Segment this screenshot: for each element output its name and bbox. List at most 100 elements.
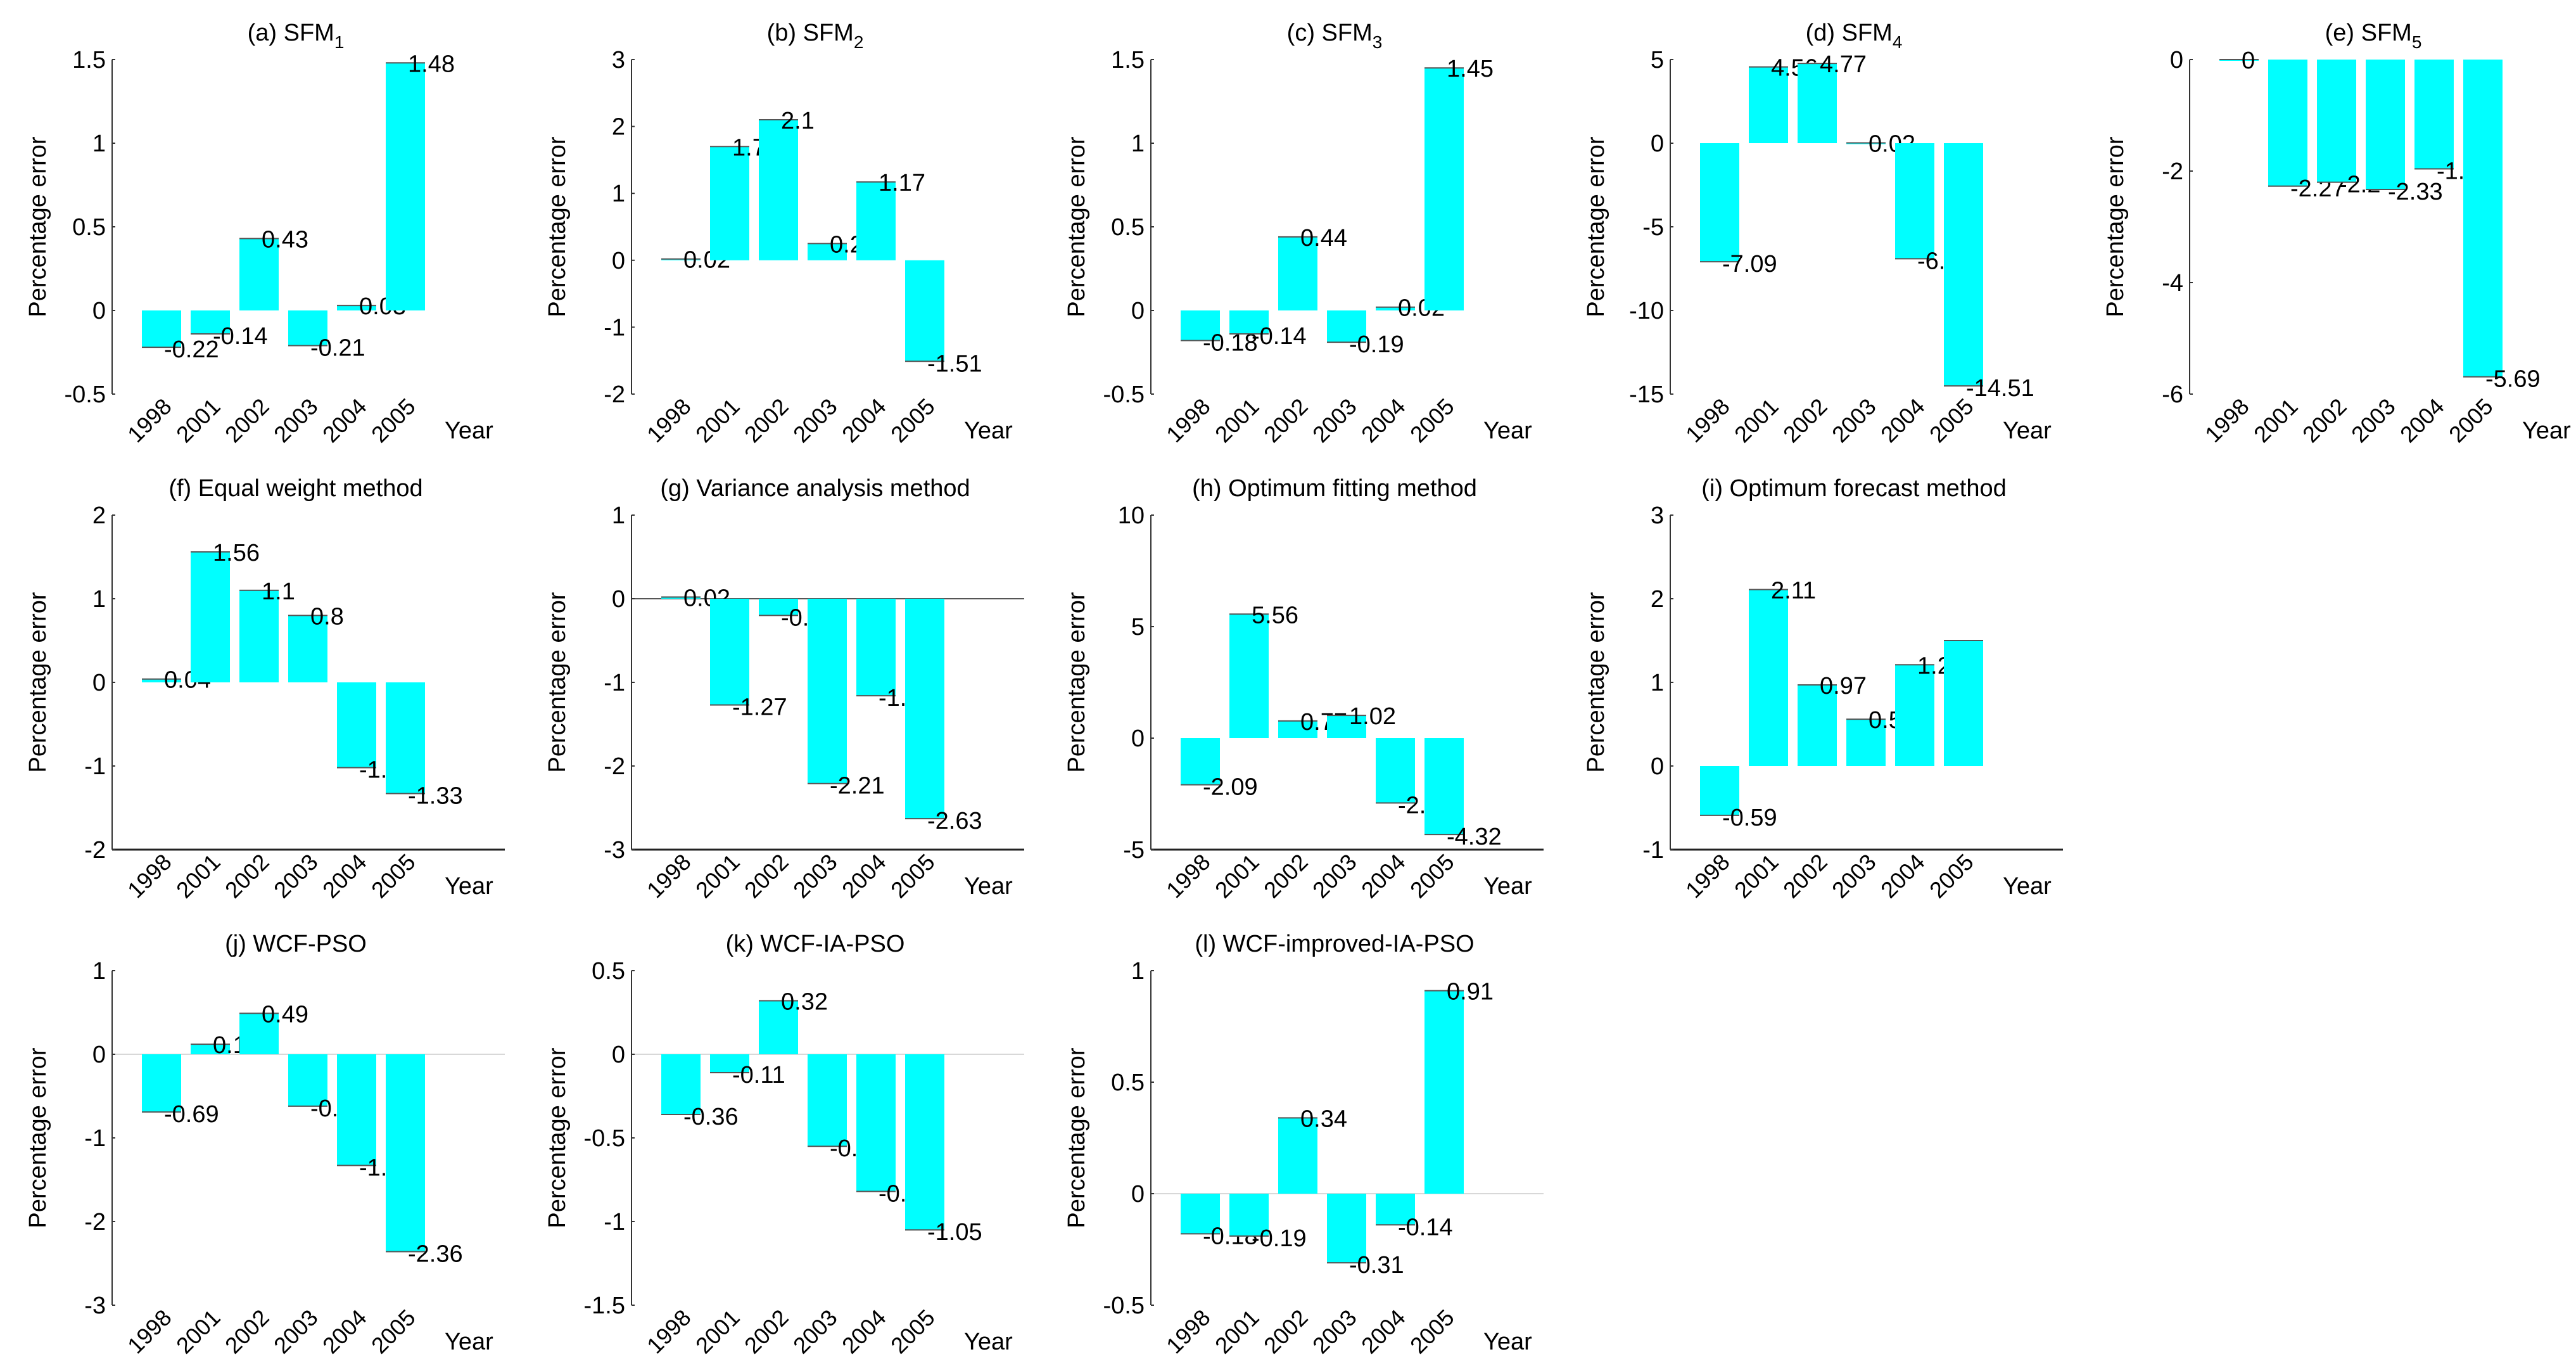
x-tick-label: 2003 [788, 849, 842, 903]
bar-1998 [1181, 738, 1220, 785]
panel-title-main: (i) Optimum forecast method [1701, 475, 2006, 502]
data-label: 4.77 [1820, 51, 1867, 78]
bar-2005 [1424, 68, 1464, 310]
bar-2004 [337, 1054, 376, 1166]
x-tick-label: 2001 [1210, 849, 1264, 903]
panel-title-subscript: 5 [2412, 32, 2422, 52]
y-tick-label: 0.5 [72, 214, 106, 241]
y-tick-label: 10 [1118, 502, 1145, 529]
bar-2005 [1944, 143, 1983, 386]
y-tick-label: 1 [92, 586, 106, 613]
y-tick-label: 3 [1651, 502, 1664, 529]
panel-title: (j) WCF-PSO [225, 931, 367, 957]
bar-2005 [386, 1054, 425, 1252]
bar-2005 [386, 682, 425, 794]
bar-1998 [142, 310, 181, 348]
panel-g: (g) Variance analysis method -3 -2 -1 0 1 Perc… [544, 475, 1024, 903]
data-label: 0.97 [1820, 673, 1867, 699]
y-axis-label: Percentage error [25, 136, 51, 317]
bar-2002 [239, 238, 279, 310]
x-tick-label: 2004 [837, 1305, 891, 1359]
bar-2004 [856, 1054, 896, 1192]
panel-h: (h) Optimum fitting method -5 0 5 10 Percenta… [1063, 475, 1544, 903]
bar-2003 [808, 1054, 847, 1147]
y-tick-label: 3 [612, 47, 625, 73]
x-axis-label: Year [964, 1329, 1013, 1355]
y-axis-label: Percentage error [1063, 1047, 1090, 1228]
x-axis-label: Year [445, 1329, 493, 1355]
y-axis-label: Percentage error [1583, 136, 1609, 317]
y-tick-label: -10 [1629, 298, 1664, 324]
panel-l: (l) WCF-improved-IA-PSO -0.5 0 0.5 1 Percenta… [1063, 931, 1544, 1358]
bar-1998 [1181, 1194, 1220, 1234]
data-label: -0.14 [1398, 1214, 1453, 1241]
x-tick-label: 2004 [1356, 393, 1411, 448]
y-tick-label: 0 [92, 670, 106, 696]
bar-2002 [239, 590, 279, 682]
panel-title-main: (l) WCF-improved-IA-PSO [1195, 931, 1474, 957]
y-tick-label: 1 [612, 181, 625, 207]
x-tick-label: 2002 [1259, 849, 1313, 903]
x-tick-label: 2004 [1875, 393, 1930, 448]
x-tick-label: 2003 [1827, 849, 1881, 903]
x-tick-label: 2005 [885, 1305, 940, 1359]
y-tick-label: -2 [604, 753, 625, 780]
panel-k: (k) WCF-IA-PSO -1.5 -1 -0.5 0 0.5 Percentage e… [544, 931, 1024, 1358]
bar-2001 [710, 1054, 749, 1073]
x-axis-label: Year [2003, 873, 2052, 900]
data-label: 2.1 [781, 108, 815, 134]
y-tick-label: 1 [92, 131, 106, 157]
x-tick-label: 2003 [788, 1305, 842, 1359]
x-tick-label: 2003 [269, 849, 323, 903]
bar-2001 [710, 146, 749, 260]
y-axis-label: Percentage error [544, 136, 571, 317]
y-axis-label: Percentage error [1063, 592, 1090, 772]
x-tick-label: 1998 [2200, 393, 2254, 448]
y-tick-label: 1.5 [72, 47, 106, 73]
data-label: -2.21 [830, 773, 885, 800]
x-tick-label: 2002 [739, 1305, 794, 1359]
bar-2005 [905, 260, 944, 362]
y-tick-label: 5 [1131, 614, 1145, 641]
x-axis-label: Year [445, 418, 493, 444]
data-label: -0.69 [164, 1101, 219, 1128]
y-tick-label: 1 [612, 502, 625, 529]
bar-2005 [905, 599, 944, 819]
bar-2001 [710, 599, 749, 705]
data-label: 0.91 [1447, 979, 1494, 1005]
x-tick-label: 2002 [1259, 1305, 1313, 1359]
x-tick-label: 1998 [642, 1305, 696, 1359]
panel-c: (c) SFM3 -0.5 0 0.5 1 1.5 Percentage error -0.1… [1063, 20, 1532, 447]
bar-2002 [759, 599, 798, 616]
bar-2001 [1229, 614, 1269, 738]
y-tick-label: 0 [1651, 131, 1664, 157]
x-tick-label: 2001 [171, 393, 225, 448]
y-axis-label: Percentage error [25, 592, 51, 772]
data-label: 2.11 [1771, 577, 1816, 604]
bar-2003 [808, 599, 847, 784]
panel-title-main: (g) Variance analysis method [660, 475, 970, 502]
data-label: -0.14 [213, 323, 268, 350]
bar-2001 [191, 1044, 230, 1054]
x-tick-label: 2001 [171, 849, 225, 903]
x-tick-label: 2001 [1729, 849, 1784, 903]
data-label: 0 [2242, 48, 2255, 74]
y-axis-label: Percentage error [25, 1047, 51, 1228]
y-tick-label: -2 [2162, 158, 2183, 185]
bar-2005 [1944, 641, 1983, 766]
panel-i: (i) Optimum forecast method -1 0 1 2 3 Percent… [1583, 475, 2063, 903]
x-tick-label: 2001 [171, 1305, 225, 1359]
bar-2001 [191, 552, 230, 682]
x-tick-label: 2002 [220, 1305, 274, 1359]
x-tick-label: 2005 [366, 849, 421, 903]
x-axis-label: Year [1483, 418, 1532, 444]
y-tick-label: 0 [1131, 1181, 1145, 1208]
x-tick-label: 1998 [122, 1305, 177, 1359]
y-tick-label: -4 [2162, 270, 2183, 297]
bar-2002 [1278, 1118, 1317, 1194]
x-tick-label: 2005 [885, 849, 940, 903]
y-tick-label: -1 [1642, 837, 1664, 864]
bar-2003 [2366, 60, 2405, 190]
bar-2004 [337, 682, 376, 768]
